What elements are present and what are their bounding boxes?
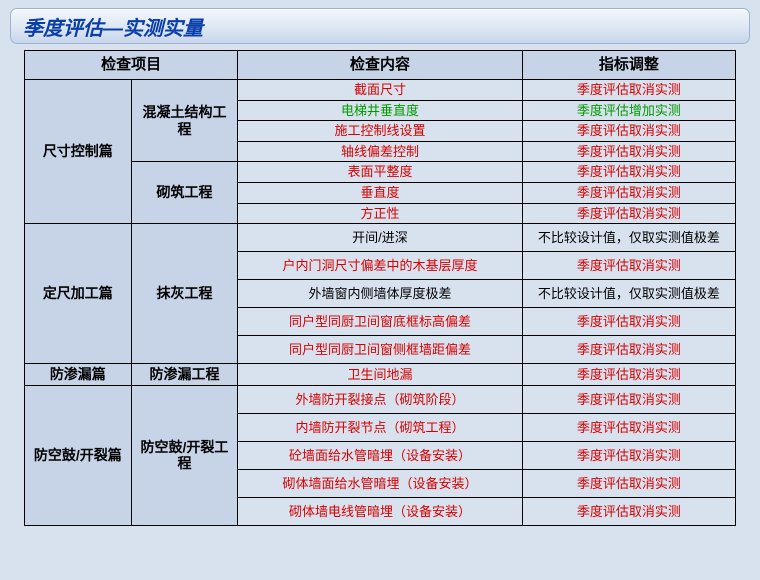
adjust-cell: 季度评估取消实测 — [522, 121, 735, 142]
adjust-cell: 季度评估取消实测 — [522, 441, 735, 469]
adjust-cell: 季度评估取消实测 — [522, 469, 735, 497]
adjust-cell: 季度评估取消实测 — [522, 364, 735, 386]
table-row: 防渗漏篇防渗漏工程卫生间地漏季度评估取消实测 — [25, 364, 736, 386]
adjust-cell: 季度评估取消实测 — [522, 308, 735, 336]
content-cell: 表面平整度 — [238, 162, 522, 183]
section-cell: 防渗漏篇 — [25, 364, 132, 386]
table-row: 防空鼓/开裂篇防空鼓/开裂工程外墙防开裂接点（砌筑阶段）季度评估取消实测 — [25, 385, 736, 413]
content-cell: 砼墙面给水管暗埋（设备安装） — [238, 441, 522, 469]
subsection-cell: 抹灰工程 — [131, 224, 238, 364]
assessment-table: 检查项目 检查内容 指标调整 尺寸控制篇混凝土结构工程截面尺寸季度评估取消实测电… — [24, 50, 736, 526]
title-bar: 季度评估—实测实量 — [10, 8, 750, 44]
header-check-item: 检查项目 — [25, 51, 238, 80]
section-cell: 定尺加工篇 — [25, 224, 132, 364]
content-cell: 卫生间地漏 — [238, 364, 522, 386]
content-cell: 轴线偏差控制 — [238, 141, 522, 162]
content-cell: 同户型同厨卫间窗侧框墙距偏差 — [238, 336, 522, 364]
adjust-cell: 季度评估取消实测 — [522, 141, 735, 162]
content-cell: 电梯井垂直度 — [238, 100, 522, 121]
content-cell: 外墙防开裂接点（砌筑阶段） — [238, 385, 522, 413]
adjust-cell: 季度评估增加实测 — [522, 100, 735, 121]
table-row: 尺寸控制篇混凝土结构工程截面尺寸季度评估取消实测 — [25, 80, 736, 101]
table-container: 检查项目 检查内容 指标调整 尺寸控制篇混凝土结构工程截面尺寸季度评估取消实测电… — [24, 50, 736, 526]
adjust-cell: 季度评估取消实测 — [522, 182, 735, 203]
content-cell: 户内门洞尺寸偏差中的木基层厚度 — [238, 252, 522, 280]
content-cell: 施工控制线设置 — [238, 121, 522, 142]
page-title: 季度评估—实测实量 — [23, 12, 203, 41]
table-row: 定尺加工篇抹灰工程开间/进深不比较设计值，仅取实测值极差 — [25, 224, 736, 252]
subsection-cell: 防渗漏工程 — [131, 364, 238, 386]
subsection-cell: 砌筑工程 — [131, 162, 238, 224]
adjust-cell: 季度评估取消实测 — [522, 252, 735, 280]
content-cell: 砌体墙电线管暗埋（设备安装） — [238, 497, 522, 525]
header-adjust: 指标调整 — [522, 51, 735, 80]
content-cell: 垂直度 — [238, 182, 522, 203]
adjust-cell: 季度评估取消实测 — [522, 80, 735, 101]
header-check-content: 检查内容 — [238, 51, 522, 80]
adjust-cell: 不比较设计值，仅取实测值极差 — [522, 280, 735, 308]
adjust-cell: 季度评估取消实测 — [522, 385, 735, 413]
table-row: 砌筑工程表面平整度季度评估取消实测 — [25, 162, 736, 183]
section-cell: 尺寸控制篇 — [25, 80, 132, 224]
content-cell: 砌体墙面给水管暗埋（设备安装） — [238, 469, 522, 497]
adjust-cell: 不比较设计值，仅取实测值极差 — [522, 224, 735, 252]
adjust-cell: 季度评估取消实测 — [522, 497, 735, 525]
adjust-cell: 季度评估取消实测 — [522, 162, 735, 183]
content-cell: 截面尺寸 — [238, 80, 522, 101]
table-header-row: 检查项目 检查内容 指标调整 — [25, 51, 736, 80]
section-cell: 防空鼓/开裂篇 — [25, 385, 132, 525]
adjust-cell: 季度评估取消实测 — [522, 413, 735, 441]
subsection-cell: 防空鼓/开裂工程 — [131, 385, 238, 525]
adjust-cell: 季度评估取消实测 — [522, 203, 735, 224]
content-cell: 同户型同厨卫间窗底框标高偏差 — [238, 308, 522, 336]
subsection-cell: 混凝土结构工程 — [131, 80, 238, 162]
content-cell: 方正性 — [238, 203, 522, 224]
content-cell: 开间/进深 — [238, 224, 522, 252]
adjust-cell: 季度评估取消实测 — [522, 336, 735, 364]
content-cell: 外墙窗内侧墙体厚度极差 — [238, 280, 522, 308]
content-cell: 内墙防开裂节点（砌筑工程） — [238, 413, 522, 441]
